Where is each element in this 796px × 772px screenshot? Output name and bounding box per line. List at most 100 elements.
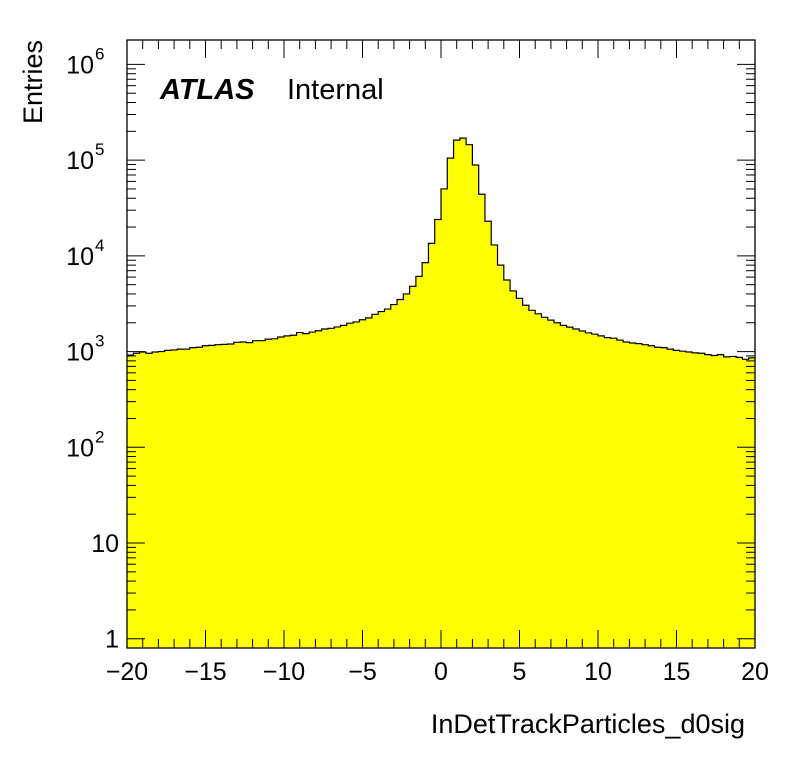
histogram-bar (585, 332, 593, 648)
histogram-bar (610, 338, 618, 648)
histogram-bar (522, 305, 530, 648)
histogram-bar (547, 320, 555, 648)
histogram-bar (723, 356, 731, 648)
histogram-bar (453, 140, 461, 648)
histogram-bar (415, 276, 423, 648)
histogram-bar (623, 341, 630, 648)
histogram-bar (660, 347, 668, 648)
histogram-bar (717, 354, 724, 648)
y-tick-label: 10 (66, 434, 94, 462)
histogram-bar (271, 338, 279, 648)
histogram-bar (434, 219, 442, 648)
histogram-bar (535, 313, 542, 648)
histogram-bar (397, 299, 404, 648)
histogram-bar (503, 279, 511, 648)
histogram-bar (334, 326, 341, 648)
histogram-bar (748, 357, 756, 648)
histogram-bar (635, 343, 643, 648)
histogram-bar (258, 340, 266, 648)
histogram-bar (516, 298, 524, 648)
x-tick-label: −5 (348, 658, 377, 686)
histogram-bar (170, 349, 178, 648)
histogram-bar (340, 325, 348, 648)
histogram-bar (729, 356, 737, 648)
histogram-bar (441, 188, 448, 648)
histogram-bar (164, 350, 172, 648)
histogram-bar (422, 262, 429, 648)
histogram-bar (409, 286, 417, 648)
histogram-bar (189, 347, 197, 648)
x-tick-label: −15 (184, 658, 226, 686)
histogram-bar (704, 354, 712, 648)
x-tick-label: −20 (106, 658, 148, 686)
histogram-bar (472, 164, 480, 648)
histogram-bar (183, 349, 191, 648)
histogram-bar (554, 322, 561, 648)
histogram-bar (572, 329, 580, 648)
y-tick-exponent: 3 (95, 332, 104, 351)
x-tick-label: 0 (434, 658, 448, 686)
histogram-bar (252, 340, 260, 648)
histogram-bar (528, 310, 536, 648)
atlas-label: ATLAS (159, 74, 255, 106)
x-tick-label: 20 (741, 658, 769, 686)
histogram-bar (158, 351, 166, 648)
histogram-bar (133, 353, 140, 648)
histogram-bar (196, 347, 203, 648)
histogram-bar (353, 321, 360, 648)
histogram-bar (484, 221, 492, 648)
histogram-bar (246, 342, 253, 648)
histogram-bar (667, 349, 674, 648)
y-tick-exponent: 5 (95, 140, 104, 159)
histogram-bar (616, 340, 624, 648)
y-tick-label: 10 (66, 339, 94, 367)
histogram-bar (315, 330, 323, 648)
plot-frame (126, 39, 756, 649)
histogram-bar (327, 328, 335, 648)
histogram-bar (673, 350, 681, 648)
axis-ticks (126, 40, 756, 648)
histogram-bar (309, 332, 316, 648)
histogram-bar (321, 329, 329, 648)
histogram-bar (685, 351, 693, 648)
y-tick-label: 10 (66, 51, 94, 79)
histogram-bar (214, 344, 222, 648)
histogram-bar (510, 290, 517, 648)
internal-label: Internal (287, 74, 384, 106)
x-axis-title: InDetTrackParticles_d0sig (431, 709, 745, 739)
histogram-bar (742, 359, 750, 648)
histogram-bar (284, 335, 291, 648)
histogram-bar (371, 314, 379, 648)
histogram-bar (127, 355, 134, 648)
histogram-bar (403, 293, 410, 648)
histogram-bar (591, 334, 599, 648)
y-tick-exponent: 6 (95, 44, 104, 63)
histogram-bar (604, 337, 611, 648)
y-tick-exponent: 2 (95, 427, 104, 446)
histogram-bar (346, 323, 354, 648)
y-axis-title: Entries (18, 40, 48, 124)
histogram-bar (145, 353, 153, 648)
histogram-bar (497, 265, 505, 648)
y-tick-label: 10 (91, 530, 119, 558)
histogram-bar (698, 353, 706, 648)
histogram-bar (208, 345, 216, 648)
histogram-bar (598, 335, 605, 648)
histogram-bar (654, 347, 662, 648)
histogram-bar (466, 144, 473, 648)
histogram-bar (447, 158, 454, 649)
histogram-bar (359, 319, 367, 648)
histogram-bar (390, 304, 398, 648)
histogram-bar (579, 331, 586, 648)
histogram-outline (127, 137, 755, 360)
histogram-bar (679, 351, 687, 648)
histogram-bar (152, 351, 159, 648)
histogram-bar (384, 309, 392, 648)
x-tick-label: 5 (513, 658, 527, 686)
histogram-bar (240, 341, 247, 648)
x-tick-labels: −20 −15 −10 −5 0 5 10 15 20 (106, 658, 769, 686)
histogram-bar (296, 332, 304, 648)
histogram-bar (711, 355, 718, 648)
